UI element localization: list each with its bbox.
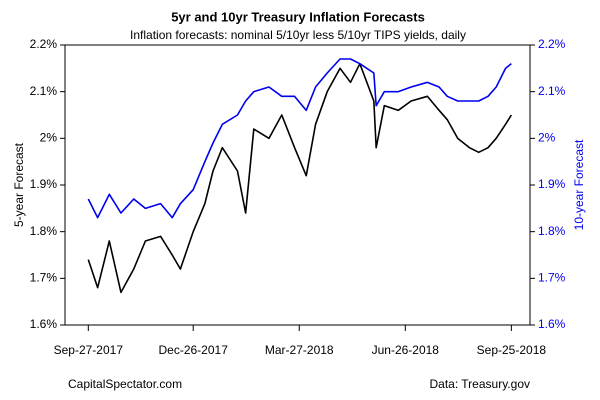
x-tick-label: Dec-26-2017 <box>159 343 229 357</box>
y-tick-label: 1.9% <box>30 177 58 191</box>
source-right: Data: Treasury.gov <box>430 377 531 391</box>
y-tick-label: 1.8% <box>30 224 58 238</box>
y2-tick-label: 2% <box>538 131 556 145</box>
series-line <box>87 58 512 219</box>
y-tick-label: 2.2% <box>30 37 58 51</box>
y-tick-label: 1.7% <box>30 271 58 285</box>
y2-tick-label: 1.9% <box>538 177 566 191</box>
y-tick-label: 2% <box>40 131 58 145</box>
y2-axis-label: 10-year Forecast <box>572 139 586 230</box>
y-tick-label: 2.1% <box>30 84 58 98</box>
y-tick-label: 1.6% <box>30 317 58 331</box>
series-line <box>87 62 513 294</box>
y2-tick-label: 1.7% <box>538 271 566 285</box>
x-tick-label: Mar-27-2018 <box>265 343 334 357</box>
y-axis-label: 5-year Forecast <box>12 142 26 227</box>
chart-subtitle: Inflation forecasts: nominal 5/10yr less… <box>130 28 466 42</box>
source-left: CapitalSpectator.com <box>68 377 182 391</box>
y2-tick-label: 1.8% <box>538 224 566 238</box>
chart-title: 5yr and 10yr Treasury Inflation Forecast… <box>171 9 425 24</box>
x-tick-label: Jun-26-2018 <box>372 343 440 357</box>
x-tick-label: Sep-25-2018 <box>477 343 547 357</box>
y2-tick-label: 2.2% <box>538 37 566 51</box>
x-tick-label: Sep-27-2017 <box>54 343 124 357</box>
y2-tick-label: 2.1% <box>538 84 566 98</box>
y2-tick-label: 1.6% <box>538 317 566 331</box>
